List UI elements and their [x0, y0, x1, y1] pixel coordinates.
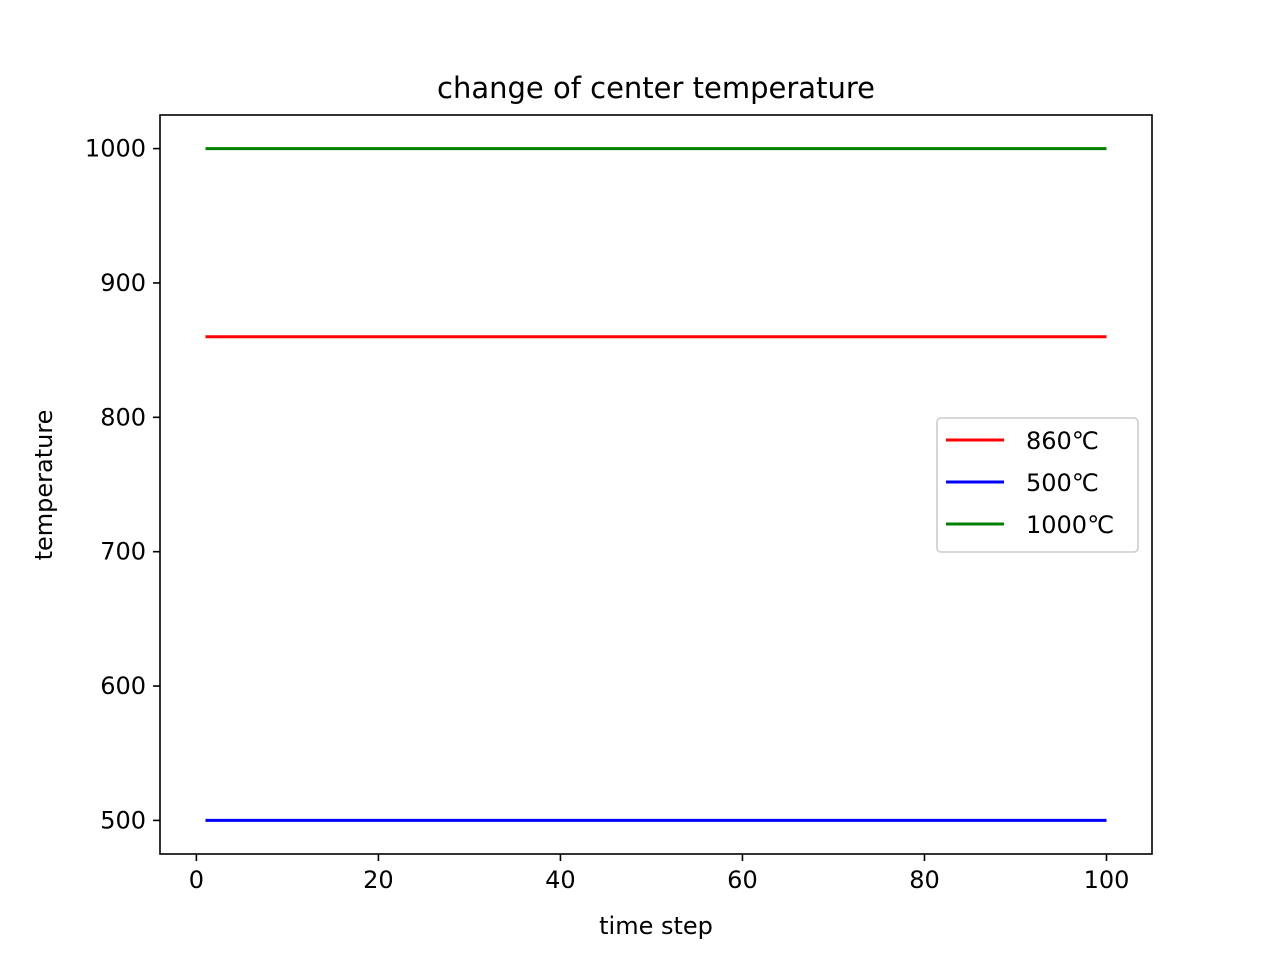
- legend-label: 860℃: [1026, 427, 1099, 455]
- x-axis-label: time step: [599, 912, 713, 940]
- y-axis-label: temperature: [30, 410, 58, 561]
- chart-title: change of center temperature: [437, 71, 875, 105]
- legend-label: 1000℃: [1026, 511, 1114, 539]
- y-tick-label: 1000: [85, 135, 146, 163]
- x-tick-label: 40: [545, 866, 576, 894]
- x-tick-label: 80: [909, 866, 940, 894]
- legend-label: 500℃: [1026, 469, 1099, 497]
- legend: 860℃ 500℃ 1000℃: [936, 417, 1139, 553]
- x-tick-label: 20: [363, 866, 394, 894]
- legend-items: 860℃ 500℃ 1000℃: [946, 427, 1114, 539]
- y-axis: 500 600 700 800 900 1000: [85, 135, 160, 834]
- y-tick-label: 900: [100, 269, 146, 297]
- x-axis: 0 20 40 60 80 100: [189, 854, 1130, 894]
- y-tick-label: 500: [100, 806, 146, 834]
- legend-box: [936, 417, 1139, 553]
- x-tick-label: 60: [727, 866, 758, 894]
- plot-area: [159, 114, 1153, 855]
- y-tick-label: 700: [100, 538, 146, 566]
- series-layer: [205, 147, 1107, 822]
- y-tick-label: 600: [100, 672, 146, 700]
- y-tick-label: 800: [100, 403, 146, 431]
- x-tick-label: 0: [189, 866, 204, 894]
- x-tick-label: 100: [1084, 866, 1130, 894]
